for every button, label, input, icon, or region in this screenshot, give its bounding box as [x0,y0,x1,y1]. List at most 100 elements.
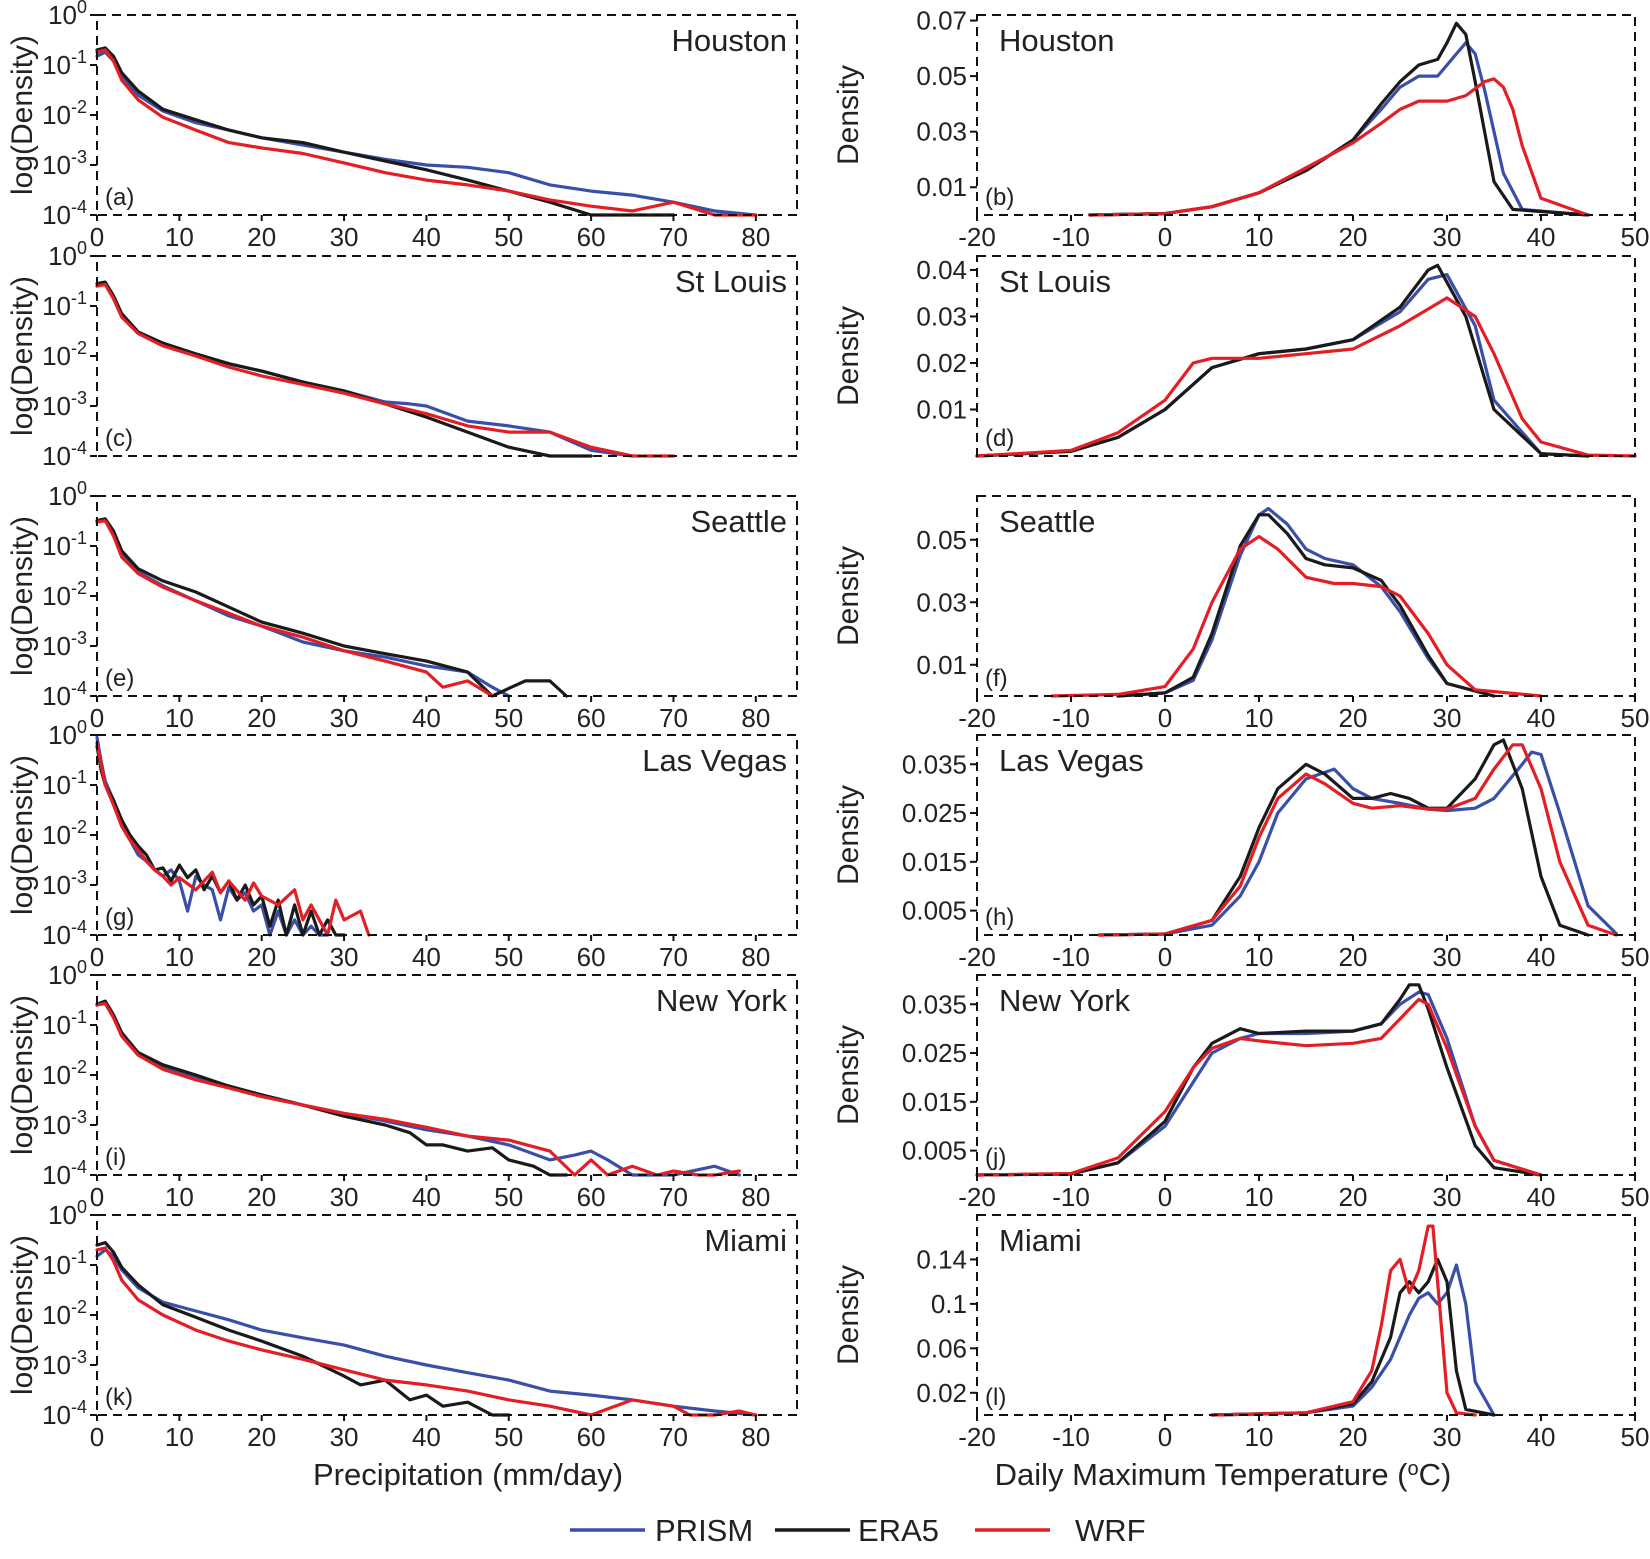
series-group-e [95,517,569,698]
xtick-label-f-40: 40 [1527,703,1556,733]
xtick-label-i-70: 70 [659,1182,688,1212]
ytick-label-d-0-03: 0.03 [916,301,967,331]
ytick-label-k-e3: 10-3 [42,1347,87,1380]
panel-title-d: St Louis [999,264,1111,299]
series-era5-h [1097,738,1590,937]
series-prism-k [95,1248,758,1417]
xtick-label-l-20: -20 [958,1422,996,1452]
temp-xlabel-end: C) [1419,1457,1452,1492]
ytick-label-f-0-05: 0.05 [916,525,967,555]
panel-b: 0.01 0.03 0.05 0.07 -20 -10 0 10 20 30 40 50 Houston… [832,6,1649,252]
ytick-label-j-0-005: 0.005 [902,1136,967,1166]
xtick-label-j-20: 20 [1339,1182,1368,1212]
panel-j: 0.005 0.015 0.025 0.035 -20 -10 0 10 20 30 40 50 New… [832,974,1649,1212]
ytick-label-g-e4: 10-4 [42,917,87,950]
legend-wrf-label: WRF [1075,1513,1146,1548]
ylabel-a: log(Density) [6,35,39,195]
ytick-label-a-e4: 10-4 [42,197,87,230]
ytick-label-e-e0: 100 [48,478,87,511]
series-wrf-a [95,48,758,217]
xtick-label-a-0: 0 [90,222,104,252]
panel-h: 0.005 0.015 0.025 0.035 -20 -10 0 10 20 30 40 50 Las… [832,734,1649,972]
ytick-label-k-e1: 10-1 [42,1247,87,1280]
ytick-label-c-e1: 10-1 [42,288,87,321]
series-group-j [975,983,1543,1177]
ytick-label-e-e4: 10-4 [42,678,87,711]
series-era5-k [95,1240,511,1417]
ytick-label-i-e1: 10-1 [42,1007,87,1040]
ytick-label-l-0-1: 0.1 [931,1289,967,1319]
frame-d [976,255,1636,457]
xtick-label-a-50: 50 [494,222,523,252]
ylabel-g: log(Density) [6,755,39,915]
xtick-label-i-60: 60 [577,1182,606,1212]
panel-k: 100 10-1 10-2 10-3 10-40 10 20 30 40 50 60 70 80 Miam… [6,1197,798,1452]
series-era5-a [95,46,676,217]
xtick-label-f-30: 30 [1433,703,1462,733]
series-prism-j [975,990,1543,1177]
xtick-label-i-40: 40 [412,1182,441,1212]
panel-label-g: (g) [105,904,134,931]
xtick-label-g-50: 50 [494,942,523,972]
frame-l [976,1214,1636,1416]
series-group-h [1097,738,1618,937]
ytick-label-b-0-07: 0.07 [916,6,967,36]
xtick-label-k-30: 30 [330,1422,359,1452]
ytick-label-g-e1: 10-1 [42,767,87,800]
series-era5-l [1210,1257,1496,1417]
xtick-label-g-60: 60 [577,942,606,972]
xtick-label-b-10: -10 [1052,222,1090,252]
xtick-label-l-30: 30 [1433,1422,1462,1452]
xtick-label-k-80: 80 [741,1422,770,1452]
xtick-label-h-10: -10 [1052,942,1090,972]
series-group-f [1050,506,1543,698]
panel-label-j: (j) [985,1144,1006,1171]
panel-title-a: Houston [672,23,787,58]
panel-title-g: Las Vegas [642,743,787,778]
ytick-label-e-e2: 10-2 [42,578,87,611]
series-wrf-d [975,296,1637,458]
panel-label-e: (e) [105,665,134,692]
xtick-label-a-20: 20 [247,222,276,252]
xtick-label-b-10: 10 [1245,222,1274,252]
ytick-label-k-e2: 10-2 [42,1297,87,1330]
ytick-label-j-0-025: 0.025 [902,1038,967,1068]
temp-xlabel-sup: o [1408,1458,1419,1480]
ylabel-j: Density [832,1025,865,1125]
legend-prism-label: PRISM [655,1513,753,1548]
series-prism-l [1210,1263,1496,1417]
ytick-label-b-0-03: 0.03 [916,117,967,147]
legend-era5-label: ERA5 [858,1513,939,1548]
xtick-label-j-40: 40 [1527,1182,1556,1212]
xtick-label-g-80: 80 [741,942,770,972]
xtick-label-e-80: 80 [741,703,770,733]
xtick-label-b-20: 20 [1339,222,1368,252]
ytick-label-e-e3: 10-3 [42,628,87,661]
xtick-label-a-30: 30 [330,222,359,252]
series-group-g [95,735,371,937]
series-prism-d [975,273,1590,458]
xtick-label-a-80: 80 [741,222,770,252]
panel-d: 0.01 0.02 0.03 0.04 St Louis (d) Density [832,255,1637,458]
precip-xlabel: Precipitation (mm/day) [313,1457,623,1492]
ytick-label-d-0-04: 0.04 [916,255,967,285]
ytick-label-i-e2: 10-2 [42,1057,87,1090]
ytick-label-g-e3: 10-3 [42,867,87,900]
panel-f: 0.01 0.03 0.05 -20 -10 0 10 20 30 40 50 Seattle (f) D… [832,495,1649,733]
ytick-label-c-e2: 10-2 [42,338,87,371]
panel-title-c: St Louis [675,264,787,299]
series-group-d [975,263,1637,458]
ytick-label-g-e2: 10-2 [42,817,87,850]
xtick-label-h-20: -20 [958,942,996,972]
frame-f [976,495,1636,697]
xtick-label-l-20: 20 [1339,1422,1368,1452]
xtick-label-j-0: 0 [1158,1182,1172,1212]
ytick-label-j-0-035: 0.035 [902,989,967,1019]
xtick-label-e-10: 10 [165,703,194,733]
ylabel-e: log(Density) [6,516,39,676]
xtick-label-h-40: 40 [1527,942,1556,972]
xtick-label-h-0: 0 [1158,942,1172,972]
series-wrf-g [95,741,371,937]
xtick-label-i-10: 10 [165,1182,194,1212]
xtick-label-f-10: -10 [1052,703,1090,733]
